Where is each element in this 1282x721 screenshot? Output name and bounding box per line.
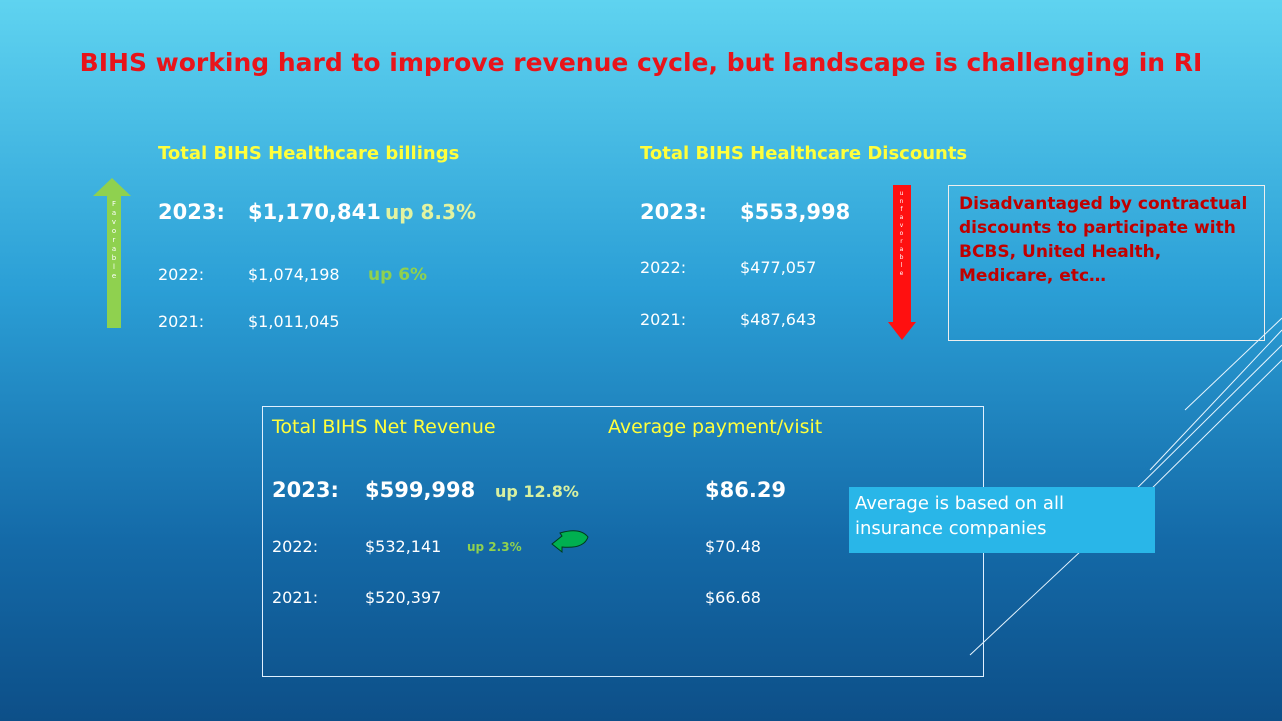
cell: 2022: bbox=[272, 537, 319, 556]
cell: up 12.8% bbox=[495, 482, 579, 501]
cell: 2022: bbox=[158, 265, 205, 284]
cell: $520,397 bbox=[365, 588, 442, 607]
favorable-arrow bbox=[93, 178, 131, 328]
callout: Average is based on all insurance compan… bbox=[849, 487, 1155, 553]
cell: 2021: bbox=[158, 312, 205, 331]
cell: $1,170,841 bbox=[248, 200, 381, 224]
cell: 2023: bbox=[272, 478, 339, 502]
arrow-label: Favorable bbox=[110, 200, 118, 281]
cell: $477,057 bbox=[740, 258, 817, 277]
curved-arrow bbox=[551, 530, 589, 554]
cell: 2021: bbox=[272, 588, 319, 607]
avg-heading: Average payment/visit bbox=[608, 416, 823, 438]
billings-heading: Total BIHS Healthcare billings bbox=[158, 143, 460, 164]
unfavorable-arrow bbox=[888, 185, 916, 340]
discounts-heading: Total BIHS Healthcare Discounts bbox=[640, 143, 968, 164]
cell: up 8.3% bbox=[385, 200, 476, 224]
cell: 2022: bbox=[640, 258, 687, 277]
cell: up 6% bbox=[368, 265, 428, 285]
cell: $1,074,198 bbox=[248, 265, 340, 284]
cell: $599,998 bbox=[365, 478, 476, 502]
arrow-label: unfavorable bbox=[898, 190, 905, 278]
note: Disadvantaged by contractual discounts t… bbox=[948, 185, 1265, 341]
cell: $532,141 bbox=[365, 537, 442, 556]
cell: $1,011,045 bbox=[248, 312, 340, 331]
cell: 2021: bbox=[640, 310, 687, 329]
title: BIHS working hard to improve revenue cyc… bbox=[79, 48, 1203, 77]
cell: up 2.3% bbox=[467, 540, 522, 554]
cell: $70.48 bbox=[705, 537, 761, 556]
cell: 2023: bbox=[640, 200, 707, 224]
cell: 2023: bbox=[158, 200, 225, 224]
cell: $487,643 bbox=[740, 310, 817, 329]
net-heading: Total BIHS Net Revenue bbox=[272, 416, 496, 438]
cell: $553,998 bbox=[740, 200, 851, 224]
cell: $86.29 bbox=[705, 478, 787, 502]
cell: $66.68 bbox=[705, 588, 761, 607]
